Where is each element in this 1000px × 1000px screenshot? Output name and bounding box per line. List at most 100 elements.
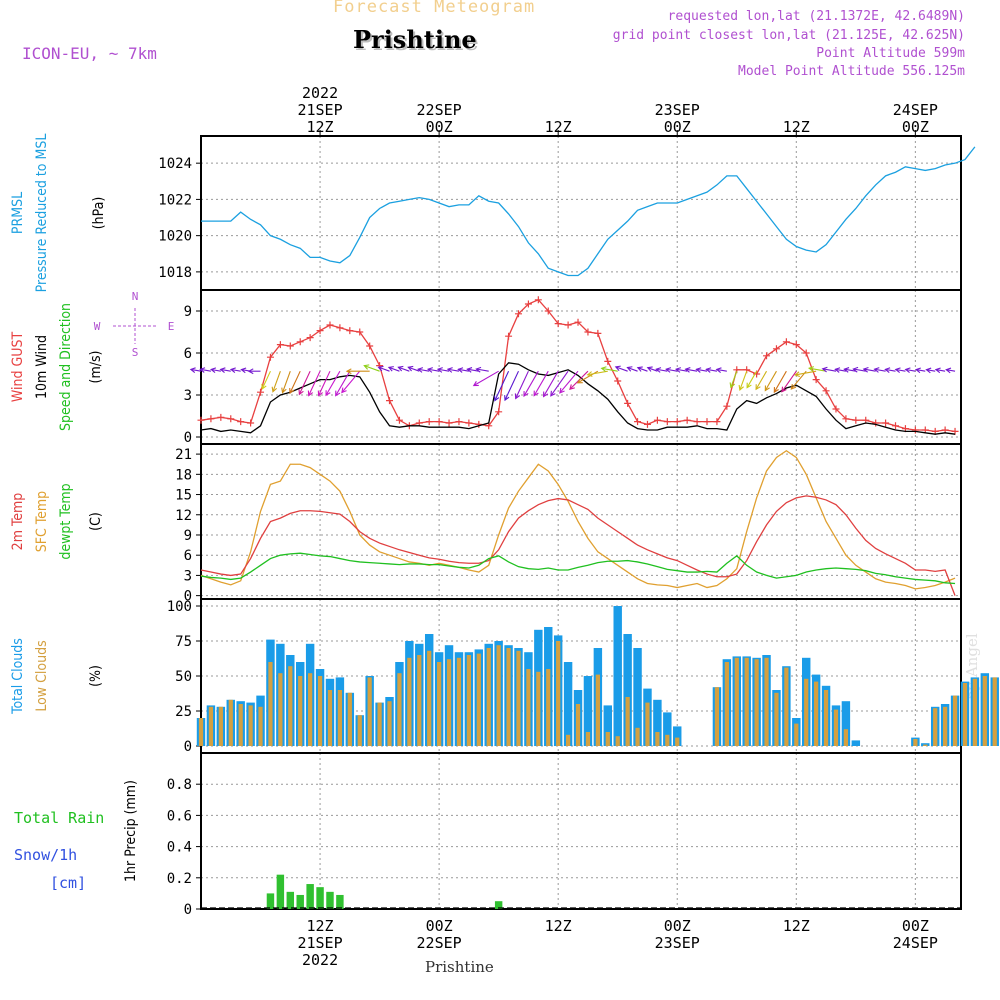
low-cloud-bar [565, 734, 571, 746]
wind-arrow-head [600, 366, 607, 372]
wind-arrow [473, 370, 499, 387]
wind-arrow [458, 368, 469, 372]
wind-arrow [764, 370, 777, 391]
wind-arrow-head [684, 367, 691, 373]
wind-arrow [716, 368, 727, 372]
wind-arrow-head [426, 367, 433, 373]
wind-arrow [494, 370, 510, 401]
low-cloud-bar [486, 648, 491, 746]
wind-arrow-head [576, 378, 583, 384]
low-cloud-bar [675, 737, 680, 746]
bottom-time-label: 22SEP [417, 934, 462, 952]
wind-arrow [790, 370, 807, 390]
temperature-ytick-label: 21 [175, 447, 192, 463]
gust-point [395, 416, 403, 424]
low-cloud-bar [397, 673, 402, 746]
precip-frame [200, 752, 962, 910]
gust-markers [197, 296, 959, 435]
low-cloud-bar [843, 729, 849, 746]
gust-point [574, 318, 582, 326]
low-cloud-bar [754, 659, 759, 746]
wind-speed-series-line [200, 362, 956, 435]
gust-point [445, 419, 453, 427]
wind-arrow [685, 368, 698, 372]
requested-coords: requested lon,lat (21.1372E, 42.6489N) [667, 9, 965, 24]
wind-arrow [885, 368, 896, 372]
gust-point [455, 418, 463, 426]
wind-arrow-head [240, 367, 247, 374]
wind-arrow [289, 370, 301, 394]
model-point-altitude: Model Point Altitude 556.125m [738, 64, 965, 79]
temperature-ytick-label: 3 [184, 568, 192, 584]
wind-arrow [282, 371, 291, 393]
wind-arrow [746, 370, 758, 388]
wind-arrow-head [307, 390, 314, 397]
low-cloud-bar [923, 744, 928, 746]
total-cloud-bar [583, 676, 593, 746]
wind-arrow-head [417, 367, 424, 373]
wind-arrow-head [781, 386, 787, 393]
low-cloud-bar [952, 695, 958, 746]
wind-arrow-head [514, 393, 521, 400]
total-cloud-bar [633, 648, 642, 746]
wind-ylabel-group: Wind GUST 10m Wind Speed and Direction (m/s… [10, 303, 104, 431]
low-cloud-bar [347, 692, 352, 746]
wind-arrow-head [873, 367, 880, 373]
precip-ytick-label: 0.2 [167, 871, 192, 887]
low-cloud-bar [645, 702, 650, 746]
wind-arrow-head [945, 367, 952, 374]
low-cloud-bar [615, 736, 620, 746]
gust-point [306, 334, 314, 342]
low-cloud-bar [258, 706, 263, 746]
wind-arrow [853, 368, 866, 372]
wind-arrow [298, 370, 311, 395]
temperature-ylabel: SFC Temp [34, 491, 50, 552]
total-cloud-bar [623, 634, 632, 746]
wind-ytick-label: 3 [184, 388, 192, 404]
wind-ytick-label: 0 [184, 430, 192, 446]
gust-point [584, 328, 592, 336]
gust-point [514, 310, 522, 318]
wind-arrow-head [397, 365, 404, 372]
low-cloud-bar [913, 739, 918, 746]
wind-arrow [822, 368, 837, 372]
wind-arrow [647, 367, 658, 372]
low-cloud-bar [804, 678, 809, 746]
wind-arrow [601, 367, 618, 372]
gust-point [336, 324, 344, 332]
low-cloud-bar [367, 677, 372, 746]
wind-arrow [739, 371, 748, 391]
wind-arrow [476, 368, 489, 372]
wind-arrow-head [533, 390, 539, 397]
bottom-time-label: 24SEP [893, 934, 938, 952]
pressure-series-line [201, 146, 976, 277]
total-cloud-bar [663, 712, 672, 746]
wind-arrow [844, 368, 856, 372]
gust-point [316, 327, 324, 335]
dewpt-series-line [200, 552, 956, 585]
gust-point [505, 332, 513, 340]
gust-point [227, 415, 235, 423]
wind-arrow [926, 369, 936, 372]
wind-arrow [335, 370, 351, 396]
temperature-ytick-label: 9 [184, 528, 192, 544]
wind-arrow-head [261, 383, 267, 390]
temperature-unit: (C) [88, 512, 104, 531]
wind-arrow-head [377, 365, 384, 372]
low-cloud-bar [516, 650, 521, 746]
top-time-label: 22SEP [417, 101, 462, 119]
top-time-label: 12Z [783, 118, 810, 136]
wind-arrow [437, 368, 450, 372]
wind-arrow-head [715, 367, 722, 373]
wind-arrow [543, 370, 559, 397]
wind-arrow-head [559, 387, 565, 394]
wind-arrow-head [793, 371, 801, 378]
low-cloud-bar [556, 641, 561, 746]
wind-arrow-head [764, 385, 770, 392]
low-cloud-bar [446, 659, 452, 746]
clouds-ylabel: Low Clouds [34, 640, 50, 711]
precip-cm-label: [cm] [50, 874, 86, 892]
wind-arrow-head [199, 367, 206, 373]
gust-point [197, 416, 205, 424]
